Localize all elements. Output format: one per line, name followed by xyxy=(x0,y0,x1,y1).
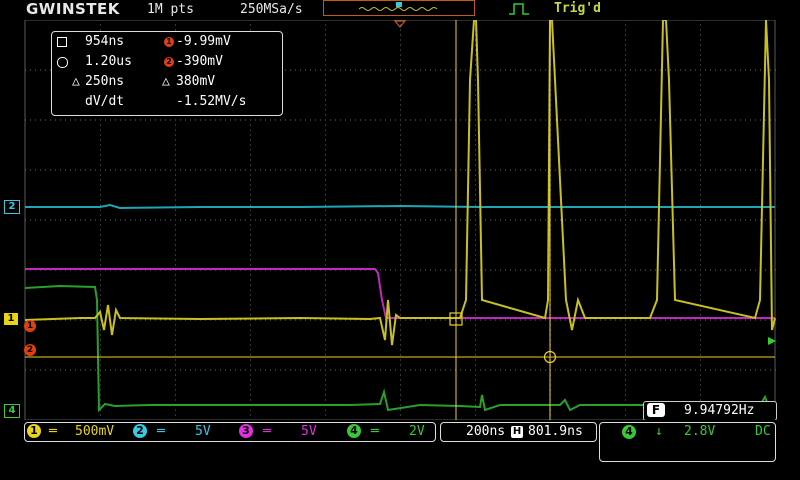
delta-icon: △ xyxy=(162,74,170,89)
trigger-position-icon xyxy=(393,20,407,28)
trigger-source: 4 xyxy=(622,425,636,440)
ch2-ground-marker[interactable]: 2 xyxy=(4,200,20,214)
ch1-scale: 500mV xyxy=(75,424,115,439)
ch1-badge: 1 xyxy=(27,424,41,438)
horizontal-position-icon: H xyxy=(511,426,523,438)
timebase-scale: 200ns xyxy=(466,424,506,439)
cursor1-time: 954ns xyxy=(85,34,125,49)
cursor2-channel-marker: 2 xyxy=(24,344,36,356)
cursor2-circle-icon xyxy=(57,57,68,68)
cursor2-marker xyxy=(543,350,557,364)
cursor1-value: -9.99mV xyxy=(176,34,231,49)
channel-settings[interactable]: 1 ═ 500mV 2 ═ 5V 3 ═ 5V 4 ═ 2V xyxy=(24,422,436,442)
horizontal-position: 801.9ns xyxy=(528,424,583,439)
ch1-setting[interactable]: 1 xyxy=(27,424,41,439)
delta-value: 380mV xyxy=(176,74,216,89)
frequency-value: 9.94792Hz xyxy=(684,403,755,418)
cursor2-time: 1.20us xyxy=(85,54,132,69)
record-length: 1M pts xyxy=(147,2,194,17)
ch4-setting[interactable]: 4 xyxy=(347,424,361,439)
ch2-setting[interactable]: 2 xyxy=(133,424,147,439)
ch1-trace xyxy=(24,19,776,346)
trigger-status: Trig'd xyxy=(554,1,601,16)
ch1-ground-marker[interactable]: 1 xyxy=(4,313,18,325)
ch3-trace xyxy=(25,268,775,319)
cursor2-value: -390mV xyxy=(176,54,223,69)
memory-bar xyxy=(323,0,475,16)
top-status-bar: GWINSTEK 1M pts 250MSa/s Trig'd xyxy=(0,0,800,20)
falling-edge-icon: ↓ xyxy=(655,424,663,439)
ch2-scale: 5V xyxy=(195,424,211,439)
delta-icon: △ xyxy=(72,74,80,89)
dc-coupling-icon: ═ xyxy=(49,424,57,439)
ch2-badge: 2 xyxy=(133,424,147,438)
ch2-circle-icon: 2 xyxy=(164,57,174,67)
trigger-settings[interactable]: 4 ↓ 2.8V DC xyxy=(599,422,776,462)
bottom-status-bar: 1 ═ 500mV 2 ═ 5V 3 ═ 5V 4 ═ 2V 200ns H 8… xyxy=(0,420,800,480)
cursor-measurement-panel: 954ns 1 -9.99mV 1.20us 2 -390mV △ 250ns … xyxy=(51,31,283,116)
trigger-coupling: DC xyxy=(755,424,771,439)
ch4-ground-marker[interactable]: 4 xyxy=(4,404,20,418)
ch3-scale: 5V xyxy=(301,424,317,439)
trigger-level-icon xyxy=(768,337,776,345)
ch1-circle-icon: 1 xyxy=(164,37,174,47)
ch3-badge: 3 xyxy=(239,424,253,438)
cursor1-square-icon xyxy=(57,37,67,47)
trigger-edge-icon xyxy=(509,3,529,15)
sample-rate: 250MSa/s xyxy=(240,2,303,17)
delta-time: 250ns xyxy=(85,74,125,89)
timebase-settings[interactable]: 200ns H 801.9ns xyxy=(440,422,597,442)
ch3-setting[interactable]: 3 xyxy=(239,424,253,439)
dc-coupling-icon: ═ xyxy=(263,424,271,439)
trigger-level: 2.8V xyxy=(684,424,716,439)
cursor1-marker xyxy=(449,312,463,326)
cursor1-channel-marker: 1 xyxy=(24,320,36,332)
dc-coupling-icon: ═ xyxy=(371,424,379,439)
frequency-counter[interactable]: F 9.94792Hz xyxy=(643,401,777,421)
dvdt-value: -1.52MV/s xyxy=(176,94,247,109)
dc-coupling-icon: ═ xyxy=(157,424,165,439)
brand-logo: GWINSTEK xyxy=(26,0,120,18)
dvdt-label: dV/dt xyxy=(85,94,125,109)
ch4-badge: 4 xyxy=(347,424,361,438)
ch2-trace xyxy=(25,203,775,210)
frequency-label: F xyxy=(647,403,665,417)
ch4-scale: 2V xyxy=(409,424,425,439)
